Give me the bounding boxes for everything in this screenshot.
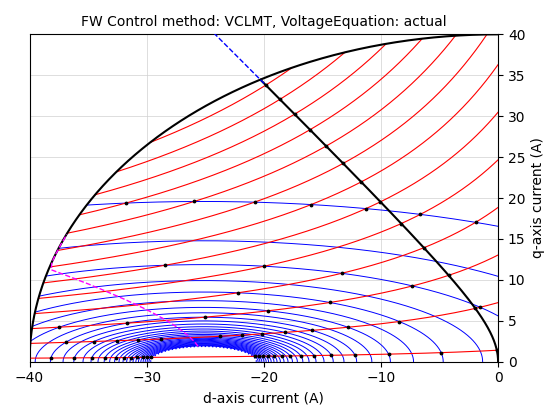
Y-axis label: q-axis current (A): q-axis current (A) [531, 138, 545, 258]
X-axis label: d-axis current (A): d-axis current (A) [203, 391, 324, 405]
Title: FW Control method: VCLMT, VoltageEquation: actual: FW Control method: VCLMT, VoltageEquatio… [81, 15, 447, 29]
